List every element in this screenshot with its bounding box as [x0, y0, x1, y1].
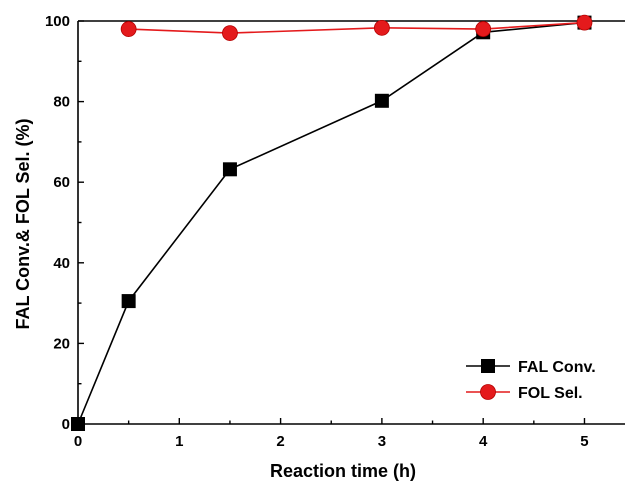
y-axis-title: FAL Conv.& FOL Sel. (%): [13, 118, 33, 329]
x-tick-label: 4: [479, 433, 488, 450]
data-point-circle: [475, 21, 492, 37]
y-tick-label: 100: [45, 13, 70, 30]
data-point-square: [222, 162, 237, 177]
series-fol-sel: [120, 14, 593, 41]
x-tick-label: 1: [175, 433, 183, 450]
legend-marker: [481, 359, 495, 373]
legend-label: FOL Sel.: [518, 385, 583, 402]
x-axis-title: Reaction time (h): [270, 461, 416, 481]
legend: FAL Conv. FOL Sel.: [466, 359, 596, 402]
data-point-square: [121, 294, 136, 309]
y-tick-label: 60: [53, 174, 70, 191]
x-tick-label: 5: [580, 433, 588, 450]
legend-marker: [480, 384, 496, 400]
data-point-circle: [373, 19, 390, 36]
legend-label: FAL Conv.: [518, 359, 596, 376]
legend-item: FAL Conv.: [466, 359, 596, 376]
y-tick-label: 20: [53, 335, 70, 352]
x-tick-label: 3: [378, 433, 386, 450]
y-tick-label: 0: [62, 416, 70, 433]
series-line: [77, 21, 585, 425]
data-point-square: [71, 417, 85, 431]
data-point-circle: [576, 14, 593, 31]
data-point-circle: [120, 21, 137, 37]
data-point-circle: [222, 25, 238, 41]
series-line: [128, 21, 585, 34]
y-tick-label: 40: [53, 255, 70, 272]
series-layer: [71, 14, 593, 431]
legend-item: FOL Sel.: [466, 384, 583, 402]
series-fal-conv: [71, 15, 592, 431]
x-tick-label: 2: [276, 433, 284, 450]
x-tick-label: 0: [74, 433, 82, 450]
data-point-square: [374, 93, 389, 108]
y-tick-label: 80: [53, 94, 70, 111]
